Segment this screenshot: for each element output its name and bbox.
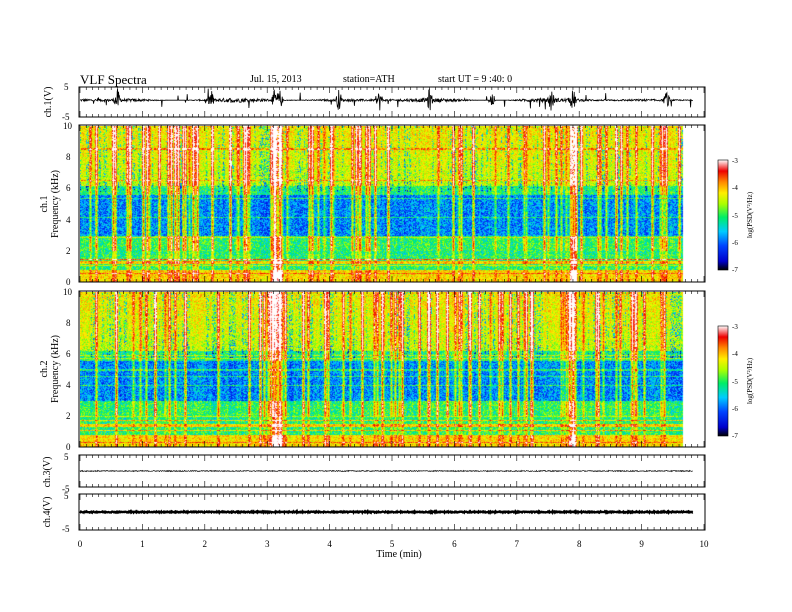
ch2-spectrogram-area (80, 292, 694, 447)
x-tick-labels: 0 1 2 3 4 5 6 7 8 9 10 (78, 539, 709, 549)
x-tick-label: 5 (390, 539, 395, 549)
ch4-wave-trace (79, 508, 694, 516)
ch1-ytick-8: 8 (66, 152, 71, 162)
station-label: station=ATH (343, 74, 395, 85)
ch2-spec-panel: 10 8 6 4 2 0 ch.2 Frequency (kHz) -3 -4 … (39, 287, 754, 452)
ch2-ytick-4: 4 (66, 380, 71, 390)
ch2-cb-tick-m7: -7 (732, 432, 738, 440)
ch2-spec-ticks (79, 291, 705, 447)
ch2-cb-tick-m3: -3 (732, 323, 738, 331)
ch2-cb-tick-m4: -4 (732, 350, 738, 358)
ch3-wave-panel: 5 -5 ch.3(V) (42, 452, 706, 494)
ch1-ytick-2: 2 (66, 246, 71, 256)
ch1-wave-trace (80, 88, 694, 111)
ch1-colorbar (717, 159, 729, 271)
ch2-ytick-6: 6 (66, 349, 71, 359)
x-tick-label: 3 (265, 539, 270, 549)
x-tick-label: 2 (203, 539, 208, 549)
ch1-spec-ylabel-channel: ch.1 (39, 196, 50, 213)
ch3-wave-trace (79, 469, 693, 473)
x-tick-label: 8 (577, 539, 582, 549)
ch4-wave-ylabel: ch.4(V) (42, 497, 53, 528)
ch4-ytick-bottom: -5 (62, 524, 70, 534)
ch4-ytick-top: 5 (64, 491, 69, 501)
ch1-ytick-4: 4 (66, 215, 71, 225)
ch1-ytick-bottom: -5 (62, 112, 70, 122)
ch2-colorbar (717, 325, 729, 437)
x-axis-label: Time (min) (376, 549, 421, 560)
ch2-colorbar-label: log(PSD(V²/Hz) (746, 357, 754, 404)
x-tick-label: 0 (78, 539, 83, 549)
ch2-cb-tick-m6: -6 (732, 405, 738, 413)
ch2-ytick-0: 0 (66, 442, 71, 452)
ch1-cb-tick-m5: -5 (732, 212, 738, 220)
x-tick-label: 4 (327, 539, 332, 549)
ch4-wave-ticks (79, 494, 705, 530)
ch2-cb-tick-m5: -5 (732, 378, 738, 386)
start-time-label: start UT = 9 :40: 0 (438, 74, 512, 85)
date-label: Jul. 15, 2013 (250, 74, 302, 85)
x-tick-label: 6 (452, 539, 457, 549)
x-tick-label: 1 (140, 539, 145, 549)
ch1-ytick-top: 5 (64, 82, 69, 92)
ch1-cb-tick-m7: -7 (732, 266, 738, 274)
ch2-spec-ylabel-frequency: Frequency (kHz) (50, 335, 61, 403)
ch1-ytick-6: 6 (66, 183, 71, 193)
ch1-wave-ylabel: ch.1(V) (43, 87, 54, 118)
ch1-cb-tick-m3: -3 (732, 157, 738, 165)
ch1-spec-panel: 10 8 6 4 2 0 ch.1 Frequency (kHz) -3 -4 … (39, 121, 754, 287)
ch3-wave-ticks (79, 455, 705, 487)
ch1-cb-tick-m6: -6 (732, 239, 738, 247)
x-tick-label: 7 (515, 539, 520, 549)
ch1-ytick-10: 10 (63, 121, 73, 131)
ch2-ytick-8: 8 (66, 318, 71, 328)
ch2-ytick-2: 2 (66, 411, 71, 421)
ch1-wave-panel: 5 -5 ch.1(V) (43, 82, 706, 122)
ch1-cb-tick-m4: -4 (732, 184, 738, 192)
ch1-spec-ticks (79, 125, 705, 282)
ch2-ytick-10: 10 (63, 287, 73, 297)
ch1-colorbar-label: log(PSD(V²/Hz) (746, 191, 754, 238)
ch3-wave-ylabel: ch.3(V) (42, 457, 53, 488)
x-tick-label: 10 (700, 539, 710, 549)
x-tick-label: 9 (639, 539, 644, 549)
ch1-ytick-0: 0 (66, 277, 71, 287)
ch1-spectrogram-area (80, 126, 694, 282)
figure-title: VLF Spectra (80, 72, 147, 87)
ch4-wave-panel: 5 -5 ch.4(V) (42, 491, 706, 534)
ch2-spec-ylabel-channel: ch.2 (39, 361, 50, 378)
ch1-wave-ticks (79, 87, 705, 117)
ch3-ytick-bottom: -5 (62, 484, 70, 494)
ch3-ytick-top: 5 (64, 452, 69, 462)
ch1-spec-ylabel-frequency: Frequency (kHz) (50, 170, 61, 238)
